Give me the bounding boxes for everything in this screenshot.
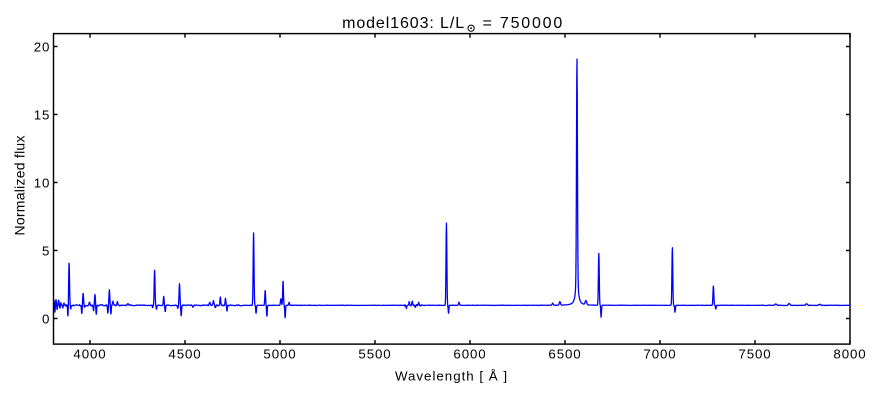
svg-text:15: 15 — [34, 107, 51, 122]
svg-text:4500: 4500 — [168, 346, 201, 361]
svg-text:Wavelength [ Å ]: Wavelength [ Å ] — [395, 369, 508, 384]
svg-text:8000: 8000 — [833, 346, 866, 361]
svg-text:0: 0 — [42, 311, 50, 326]
svg-text:10: 10 — [34, 175, 51, 190]
svg-text:7000: 7000 — [643, 346, 676, 361]
svg-text:20: 20 — [34, 39, 51, 54]
svg-text:7500: 7500 — [738, 346, 771, 361]
svg-text:model1603: L/L: model1603: L/L — [342, 15, 465, 32]
svg-text:5: 5 — [42, 243, 50, 258]
svg-text:6000: 6000 — [453, 346, 486, 361]
svg-text:5000: 5000 — [263, 346, 296, 361]
svg-text:4000: 4000 — [73, 346, 106, 361]
svg-text:= 750000: = 750000 — [483, 15, 565, 32]
svg-text:6500: 6500 — [548, 346, 581, 361]
svg-text:5500: 5500 — [358, 346, 391, 361]
svg-text:Normalized flux: Normalized flux — [12, 135, 28, 235]
